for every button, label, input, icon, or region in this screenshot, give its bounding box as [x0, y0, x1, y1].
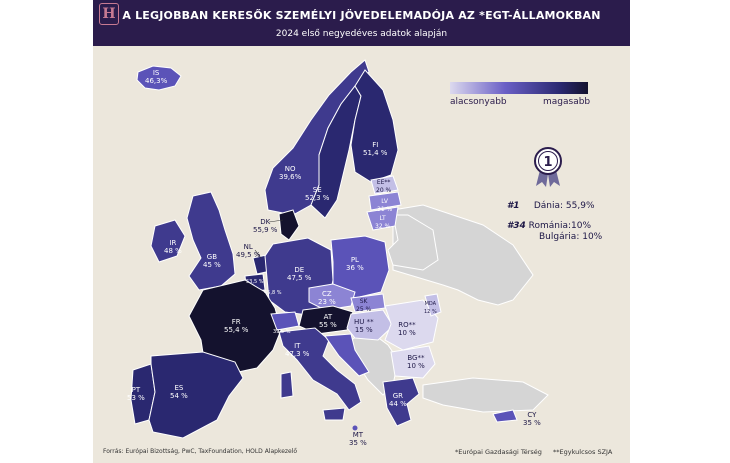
rank-last-second: Bulgária: 10% [539, 232, 603, 242]
dk-label-pointer [268, 219, 284, 223]
country-spain [148, 351, 244, 439]
country-romania [384, 299, 439, 351]
region-non-eea-belarus [387, 214, 439, 271]
country-cyprus [492, 409, 518, 423]
label-is: IS 46,3% [145, 69, 168, 85]
label-fr: FR 55,4 % [224, 318, 249, 334]
label-ro: RO** 10 % [398, 321, 416, 337]
country-great-britain [186, 191, 236, 291]
footnote-eea: *Európai Gazdasági Térség [455, 448, 542, 456]
country-france [188, 279, 282, 375]
legend-high-label: magasabb [543, 97, 591, 107]
infographic-frame: H A LEGJOBBAN KERESŐK SZEMÉLYI JÖVEDELEM… [93, 0, 630, 463]
region-non-eea-turkey [422, 377, 549, 413]
country-ireland [150, 219, 186, 263]
label-dk: DK 55,9 % [253, 218, 278, 234]
footnote-flat-tax: **Egykulcsos SZJA [553, 448, 613, 456]
country-italy-sardinia [280, 371, 294, 399]
label-fi: FI 51,4 % [363, 141, 388, 157]
label-mt: MT 35 % [349, 431, 367, 447]
country-estonia [370, 175, 399, 195]
label-gb: GB 45 % [203, 253, 221, 269]
label-sk: SK 25 % [356, 298, 372, 313]
label-bg: BG** 10 % [407, 354, 425, 370]
country-czechia [308, 283, 356, 311]
rank-first-number: #1 [507, 201, 520, 211]
nl-label-pointer [254, 249, 262, 259]
rank-last-number: #34 [507, 221, 526, 231]
source-note: Forrás: Európai Bizottság, PwC, TaxFound… [103, 448, 298, 455]
country-finland [350, 69, 399, 183]
label-at: AT 55 % [319, 313, 337, 329]
page-subtitle: 2024 első negyedéves adatok alapján [275, 29, 448, 39]
label-md: MDA 12 % [424, 301, 437, 315]
medal-number: 1 [543, 155, 552, 170]
country-moldova [424, 293, 442, 317]
label-lt: LT 32 % [375, 215, 391, 230]
label-de: DE 47,5 % [287, 266, 312, 282]
legend-gradient-bar [450, 82, 588, 94]
label-lv: LV 31 % [377, 198, 393, 213]
label-it: IT 47,3 % [285, 342, 310, 358]
label-se: SE 52,3 % [305, 186, 330, 202]
label-ch: 39,5 % [273, 329, 291, 335]
country-lithuania [366, 206, 399, 231]
label-lu: 45,8 % [264, 290, 282, 296]
country-slovakia [350, 293, 386, 313]
rank-first: #1 Dánia: 55,9% [507, 201, 595, 211]
label-cz: CZ 23 % [318, 290, 336, 306]
country-croatia [324, 333, 370, 377]
rank-first-text: Dánia: 55,9% [533, 201, 595, 211]
label-ee: EE** 20 % [376, 179, 392, 194]
country-poland [330, 235, 390, 299]
page-title: A LEGJOBBAN KERESŐK SZEMÉLYI JÖVEDELEMAD… [122, 9, 601, 22]
country-iceland [136, 65, 182, 91]
rank-last-text: Románia:10% [528, 221, 592, 231]
country-bulgaria [390, 345, 436, 379]
europe-map [130, 59, 549, 439]
label-ir: IR 48 % [164, 239, 182, 255]
country-latvia [368, 191, 402, 211]
country-italy-sicily [322, 407, 346, 421]
country-greece [382, 377, 420, 427]
label-no: NO 39,6% [279, 165, 302, 181]
label-be: 53,5 % [246, 279, 264, 285]
label-hu: HU ** 15 % [354, 318, 374, 334]
country-hungary [346, 309, 394, 341]
first-place-medal-icon: 1 [534, 147, 562, 187]
legend-low-label: alacsonyabb [450, 97, 507, 107]
label-gr: GR 44 % [389, 392, 407, 408]
country-malta [352, 425, 358, 431]
rank-last: #34 Románia:10% [507, 221, 591, 231]
label-cy: CY 35 % [523, 411, 541, 427]
label-pt: PT 53 % [127, 386, 145, 402]
hold-logo: H [99, 3, 119, 25]
label-nl: NL 49,5 % [236, 243, 261, 259]
label-pl: PL 36 % [346, 256, 364, 272]
label-es: ES 54 % [170, 384, 188, 400]
country-denmark [278, 209, 300, 241]
header-banner: H A LEGJOBBAN KERESŐK SZEMÉLYI JÖVEDELEM… [93, 0, 630, 46]
country-switzerland [270, 311, 300, 331]
